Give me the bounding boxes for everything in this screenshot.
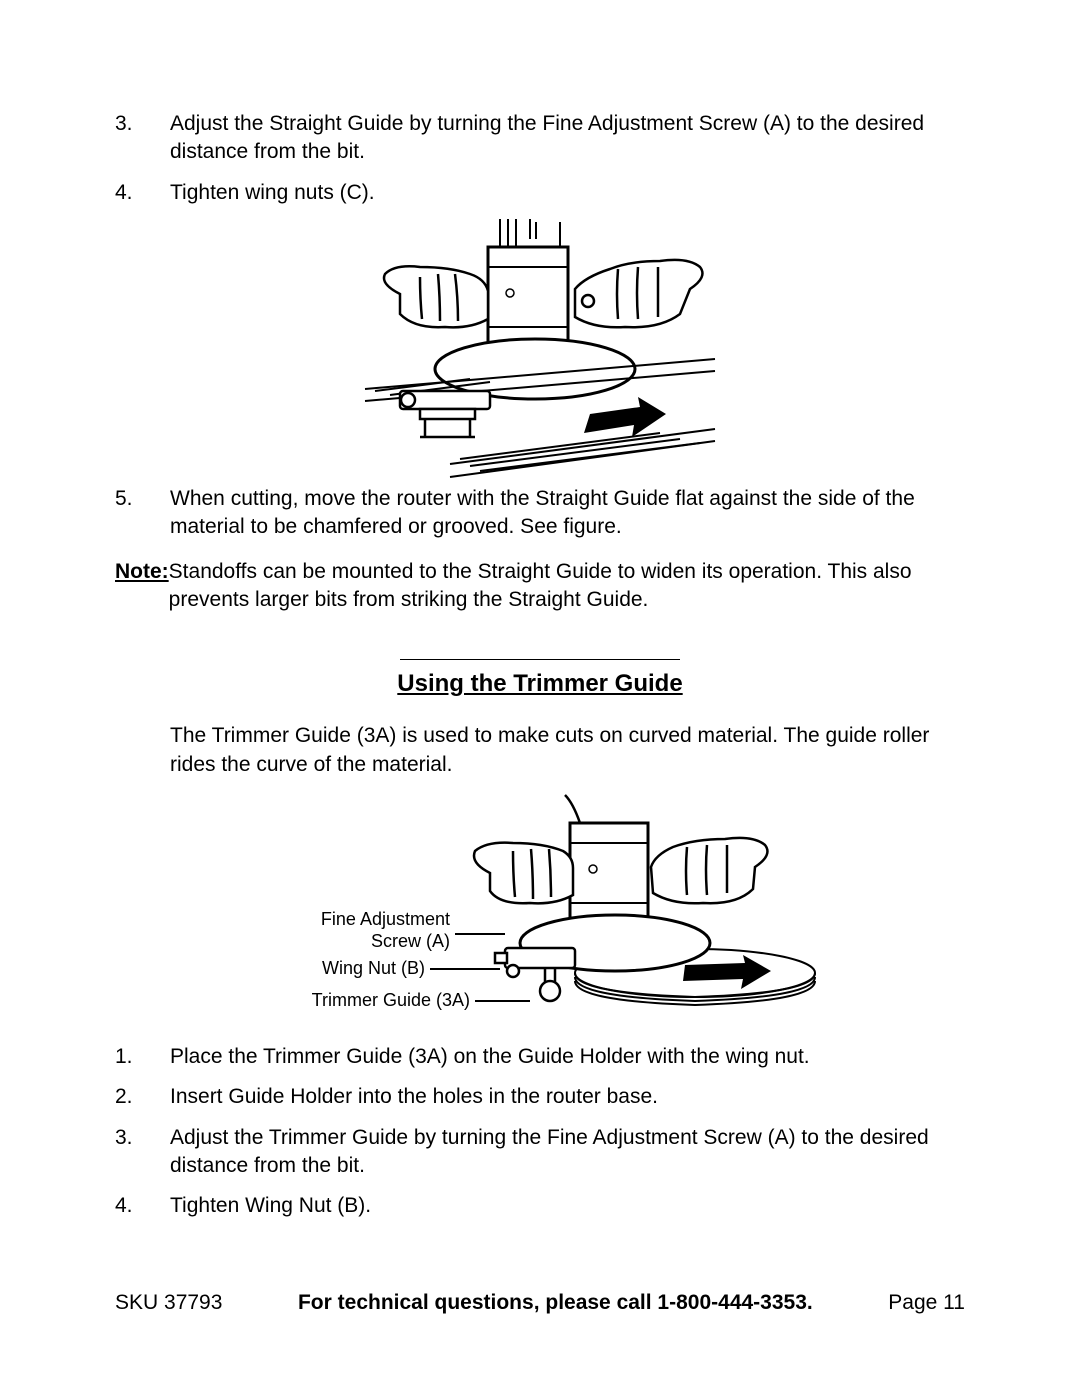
section-divider — [115, 642, 965, 666]
footer-sku: SKU 37793 — [115, 1291, 222, 1315]
list-text: Tighten wing nuts (C). — [170, 179, 965, 207]
footer-support-line: For technical questions, please call 1-8… — [298, 1291, 813, 1315]
list-text: Adjust the Straight Guide by turning the… — [170, 110, 965, 167]
list-number: 5. — [115, 485, 170, 542]
list-number: 4. — [115, 179, 170, 207]
list-text: When cutting, move the router with the S… — [170, 485, 965, 542]
list-number: 2. — [115, 1083, 170, 1111]
list-item: 4. Tighten wing nuts (C). — [115, 179, 965, 207]
list-item: 2. Insert Guide Holder into the holes in… — [115, 1083, 965, 1111]
list-text: Insert Guide Holder into the holes in th… — [170, 1083, 965, 1111]
note-label: Note: — [115, 558, 169, 615]
figure-straight-guide — [115, 219, 965, 485]
list-number: 1. — [115, 1043, 170, 1071]
list-number: 4. — [115, 1192, 170, 1220]
footer-page-number: Page 11 — [888, 1291, 965, 1315]
list-item: 5. When cutting, move the router with th… — [115, 485, 965, 542]
list-number: 3. — [115, 1124, 170, 1181]
note-text: Standoffs can be mounted to the Straight… — [169, 558, 965, 615]
manual-page: 3. Adjust the Straight Guide by turning … — [0, 0, 1080, 1355]
section-intro: The Trimmer Guide (3A) is used to make c… — [170, 722, 965, 779]
section-title: Using the Trimmer Guide — [115, 670, 965, 698]
figure-trimmer-guide: Fine Adjustment Screw (A) Wing Nut (B) T… — [115, 793, 965, 1033]
page-footer: SKU 37793 For technical questions, pleas… — [115, 1291, 965, 1315]
list-number: 3. — [115, 110, 170, 167]
list-text: Adjust the Trimmer Guide by turning the … — [170, 1124, 965, 1181]
list-text: Place the Trimmer Guide (3A) on the Guid… — [170, 1043, 965, 1071]
list-item: 4. Tighten Wing Nut (B). — [115, 1192, 965, 1220]
list-item: 3. Adjust the Straight Guide by turning … — [115, 110, 965, 167]
note: Note: Standoffs can be mounted to the St… — [115, 558, 965, 615]
list-item: 3. Adjust the Trimmer Guide by turning t… — [115, 1124, 965, 1181]
list-item: 1. Place the Trimmer Guide (3A) on the G… — [115, 1043, 965, 1071]
list-text: Tighten Wing Nut (B). — [170, 1192, 965, 1220]
